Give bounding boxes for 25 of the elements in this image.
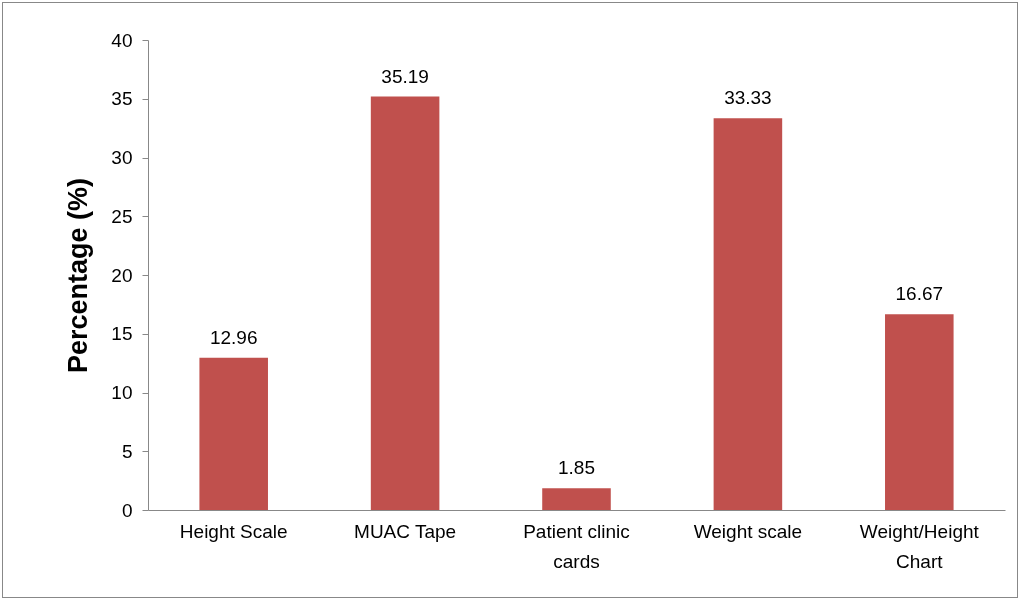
y-tick-label: 40	[111, 29, 133, 51]
bar	[885, 314, 954, 510]
y-tick-label: 15	[111, 323, 133, 345]
bar	[542, 488, 611, 510]
y-axis-title: Percentage (%)	[63, 177, 94, 374]
y-tick-label: 10	[111, 382, 133, 403]
bar	[370, 96, 440, 510]
x-tick-label: Height Scale	[179, 520, 288, 542]
data-label: 33.33	[724, 87, 772, 109]
bar	[199, 357, 268, 510]
y-tick-label: 25	[111, 205, 133, 227]
y-tick-label: 35	[111, 88, 133, 110]
y-tick-label: 30	[111, 147, 133, 168]
data-label: 35.19	[381, 65, 429, 87]
x-tick-label: Weight scale	[693, 520, 803, 542]
x-tick-label: Weight/Height Chart	[859, 520, 980, 572]
data-label: 16.67	[895, 283, 944, 305]
y-tick-label: 0	[121, 499, 133, 521]
bar	[713, 118, 783, 510]
data-label: 12.96	[209, 326, 258, 348]
x-tick-label: MUAC Tape	[354, 520, 457, 542]
x-tick-label: Patient clinic cards	[523, 520, 630, 572]
y-tick-label: 20	[111, 264, 133, 286]
data-label: 1.85	[558, 457, 595, 479]
y-tick-label: 5	[121, 440, 133, 462]
